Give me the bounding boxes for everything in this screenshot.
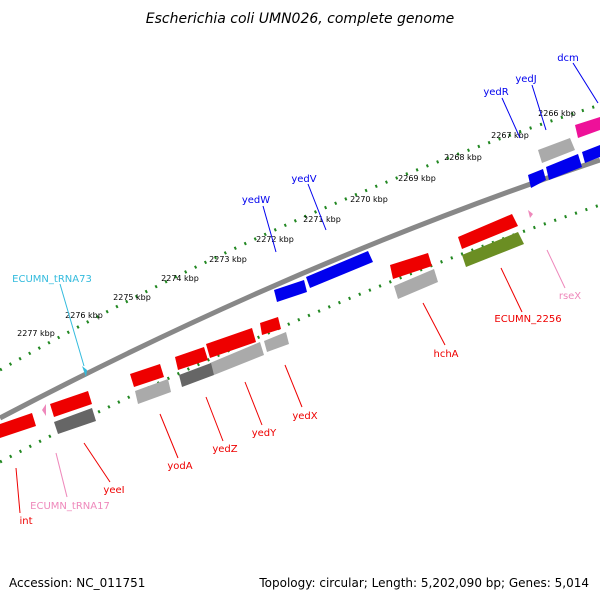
gene-label-ecumn-2256[interactable]: ECUMN_2256 bbox=[494, 314, 561, 325]
kbp-label: 2273 kbp bbox=[209, 255, 247, 264]
gene-block[interactable] bbox=[274, 280, 307, 302]
gene-label-int[interactable]: int bbox=[19, 516, 32, 527]
forward-genes bbox=[82, 117, 600, 377]
gene-block[interactable] bbox=[546, 154, 582, 180]
kbp-label: 2277 kbp bbox=[17, 329, 55, 338]
gene-block[interactable] bbox=[179, 363, 214, 387]
gene-block[interactable] bbox=[54, 408, 96, 434]
kbp-label: 2268 kbp bbox=[444, 153, 482, 162]
gene-label-rsex[interactable]: rseX bbox=[559, 291, 581, 302]
genome-summary-text: Topology: circular; Length: 5,202,090 bp… bbox=[259, 576, 589, 590]
trna-marker[interactable] bbox=[42, 404, 46, 416]
kbp-labels: 2266 kbp 2267 kbp 2268 kbp 2269 kbp 2270… bbox=[17, 109, 576, 338]
gene-block[interactable] bbox=[264, 332, 289, 352]
kbp-label: 2270 kbp bbox=[350, 195, 388, 204]
gene-labels: dcm yedJ yedR yedV yedW ECUMN_tRNA73 rse… bbox=[12, 53, 581, 527]
gene-label-yoda[interactable]: yodA bbox=[167, 461, 192, 472]
gene-label-yedj[interactable]: yedJ bbox=[515, 74, 536, 85]
gene-label-yedr[interactable]: yedR bbox=[483, 87, 508, 98]
gene-label-yedy[interactable]: yedY bbox=[252, 428, 277, 439]
kbp-label: 2266 kbp bbox=[538, 109, 576, 118]
gene-label-hcha[interactable]: hchA bbox=[433, 349, 458, 360]
gene-block[interactable] bbox=[528, 169, 546, 188]
gene-label-ecumn-trna17[interactable]: ECUMN_tRNA17 bbox=[30, 501, 110, 512]
kbp-label: 2272 kbp bbox=[256, 235, 294, 244]
kbp-label: 2267 kbp bbox=[491, 131, 529, 140]
gene-block[interactable] bbox=[206, 328, 256, 358]
trna-marker[interactable] bbox=[82, 366, 87, 377]
gene-block[interactable] bbox=[260, 317, 281, 335]
gene-label-yedx[interactable]: yedX bbox=[292, 411, 317, 422]
gene-block[interactable] bbox=[50, 391, 92, 417]
gene-label-yedz[interactable]: yedZ bbox=[212, 444, 237, 455]
gene-block[interactable] bbox=[130, 364, 164, 387]
gene-block[interactable] bbox=[306, 251, 373, 288]
gene-block[interactable] bbox=[575, 117, 600, 138]
gene-label-dcm[interactable]: dcm bbox=[557, 53, 579, 64]
kbp-label: 2275 kbp bbox=[113, 293, 151, 302]
map-title: Escherichia coli UMN026, complete genome bbox=[146, 11, 454, 27]
gene-label-yedv[interactable]: yedV bbox=[291, 174, 316, 185]
genome-backbone bbox=[0, 157, 600, 421]
gene-block[interactable] bbox=[175, 347, 208, 370]
gene-block[interactable] bbox=[210, 342, 264, 375]
gene-block[interactable] bbox=[458, 214, 518, 249]
trna-marker[interactable] bbox=[528, 210, 533, 218]
gene-block[interactable] bbox=[538, 138, 575, 163]
gene-label-ecumn-trna73[interactable]: ECUMN_tRNA73 bbox=[12, 274, 92, 285]
gene-label-yeei[interactable]: yeeI bbox=[103, 485, 124, 496]
gene-block[interactable] bbox=[582, 145, 600, 163]
kbp-label: 2274 kbp bbox=[161, 274, 199, 283]
gene-block[interactable] bbox=[462, 232, 524, 267]
kbp-label: 2276 kbp bbox=[65, 311, 103, 320]
gene-label-yedw[interactable]: yedW bbox=[242, 195, 270, 206]
kbp-label: 2269 kbp bbox=[398, 174, 436, 183]
accession-text: Accession: NC_011751 bbox=[9, 576, 146, 590]
gene-block[interactable] bbox=[394, 269, 438, 299]
gene-block[interactable] bbox=[0, 413, 36, 438]
reverse-genes bbox=[0, 210, 533, 438]
leader-lines bbox=[15, 62, 599, 514]
gene-block[interactable] bbox=[135, 379, 171, 404]
gene-block[interactable] bbox=[390, 253, 432, 279]
